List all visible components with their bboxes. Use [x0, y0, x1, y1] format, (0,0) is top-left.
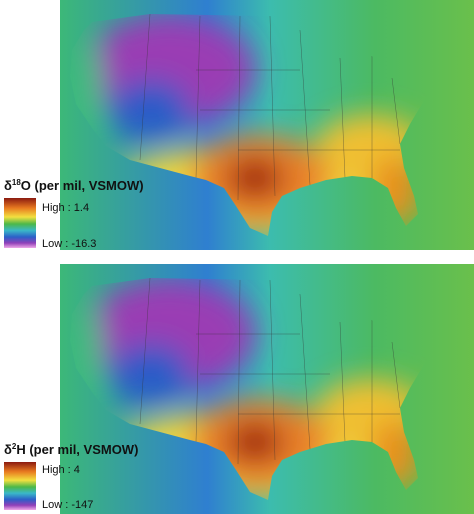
high-label: High : 4: [42, 464, 80, 476]
symbol: δ: [4, 442, 12, 457]
mass: 18: [12, 178, 21, 187]
element: O: [21, 178, 31, 193]
low-label: Low : -16.3: [42, 238, 96, 250]
legend-title: δ2H (per mil, VSMOW): [4, 442, 138, 457]
low-label: Low : -147: [42, 499, 93, 511]
color-bar: [4, 198, 36, 248]
map-d18o: δ18O (per mil, VSMOW) High : 1.4 Low : -…: [4, 0, 474, 250]
map-fill: [60, 264, 474, 514]
map-fill: [60, 0, 474, 250]
map-d2h: δ2H (per mil, VSMOW) High : 4 Low : -147: [4, 264, 474, 514]
legend-title: δ18O (per mil, VSMOW): [4, 178, 144, 193]
symbol: δ: [4, 178, 12, 193]
color-bar: [4, 462, 36, 510]
mass: 2: [12, 442, 17, 451]
unit: (per mil, VSMOW): [31, 178, 144, 193]
unit: (per mil, VSMOW): [26, 442, 139, 457]
high-label: High : 1.4: [42, 202, 89, 214]
element: H: [16, 442, 25, 457]
